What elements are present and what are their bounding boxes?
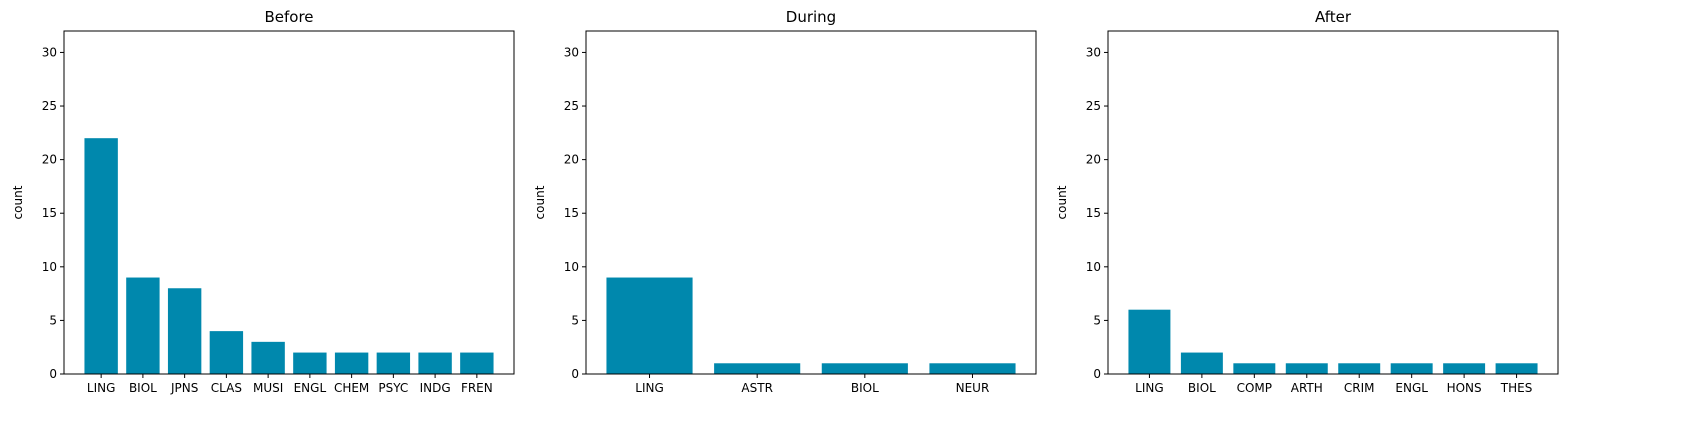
bar-ling [606,278,692,374]
bar-thes [1496,363,1538,374]
x-tick-label-chem: CHEM [334,381,369,395]
y-tick-label: 10 [564,260,579,274]
x-tick-label-biol: BIOL [1188,381,1216,395]
bar-jpns [168,288,201,374]
chart-panel-0: 0 5 10 15 20 25 30 LING BIOL JPNS CLAS MUSI ENGL CHEM… [11,8,514,395]
x-tick-label-comp: COMP [1237,381,1272,395]
x-tick-label-ling: LING [635,381,664,395]
x-tick-label-engl: ENGL [294,381,327,395]
bar-hons [1443,363,1485,374]
x-tick-label-psyc: PSYC [378,381,408,395]
bar-crim [1338,363,1380,374]
bar-biol [1181,353,1223,374]
bar-astr [714,363,800,374]
y-tick-label: 5 [571,313,579,327]
bar-biol [822,363,908,374]
chart-panel-2: 0 5 10 15 20 25 30 LING BIOL COMP ARTH CRIM ENGL HONS… [1055,8,1558,395]
y-axis-label: count [533,185,547,219]
bar-ling [84,138,117,374]
x-tick-label-engl: ENGL [1395,381,1428,395]
x-tick-label-ling: LING [87,381,116,395]
y-tick-label: 15 [564,206,579,220]
bar-psyc [377,353,410,374]
x-tick-label-arth: ARTH [1291,381,1323,395]
y-tick-label: 15 [42,206,57,220]
y-tick-label: 30 [1086,45,1101,59]
y-tick-label: 20 [564,153,579,167]
chart-title: Before [264,8,313,26]
x-tick-label-thes: THES [1500,381,1533,395]
chart-panel-1: 0 5 10 15 20 25 30 LING ASTR BIOL NEUR During count [533,8,1036,395]
y-tick-label: 10 [1086,260,1101,274]
bar-comp [1233,363,1275,374]
bar-musi [251,342,284,374]
x-tick-label-fren: FREN [461,381,493,395]
y-tick-label: 10 [42,260,57,274]
x-tick-label-ling: LING [1135,381,1164,395]
y-tick-label: 0 [49,367,57,381]
x-tick-label-astr: ASTR [741,381,773,395]
bar-clas [210,331,243,374]
bar-chem [335,353,368,374]
bar-ling [1128,310,1170,374]
y-tick-label: 30 [564,45,579,59]
y-tick-label: 0 [1093,367,1101,381]
y-tick-label: 25 [564,99,579,113]
y-tick-label: 15 [1086,206,1101,220]
y-tick-label: 20 [1086,153,1101,167]
y-tick-label: 5 [1093,313,1101,327]
bar-engl [1391,363,1433,374]
y-tick-label: 30 [42,45,57,59]
x-tick-label-musi: MUSI [253,381,283,395]
y-tick-label: 5 [49,313,57,327]
x-tick-label-clas: CLAS [211,381,242,395]
bar-indg [418,353,451,374]
y-tick-label: 25 [1086,99,1101,113]
y-tick-label: 20 [42,153,57,167]
chart-title: After [1315,8,1352,26]
chart-title: During [786,8,836,26]
x-tick-label-hons: HONS [1447,381,1482,395]
bar-fren [460,353,493,374]
bar-engl [293,353,326,374]
bar-neur [929,363,1015,374]
y-tick-label: 0 [571,367,579,381]
axes-frame [1108,31,1558,374]
y-axis-label: count [1055,185,1069,219]
y-tick-label: 25 [42,99,57,113]
bar-biol [126,278,159,374]
y-axis-label: count [11,185,25,219]
x-tick-label-indg: INDG [420,381,451,395]
x-tick-label-biol: BIOL [851,381,879,395]
x-tick-label-jpns: JPNS [170,381,198,395]
x-tick-label-crim: CRIM [1344,381,1375,395]
x-tick-label-neur: NEUR [956,381,990,395]
bar-arth [1286,363,1328,374]
x-tick-label-biol: BIOL [129,381,157,395]
